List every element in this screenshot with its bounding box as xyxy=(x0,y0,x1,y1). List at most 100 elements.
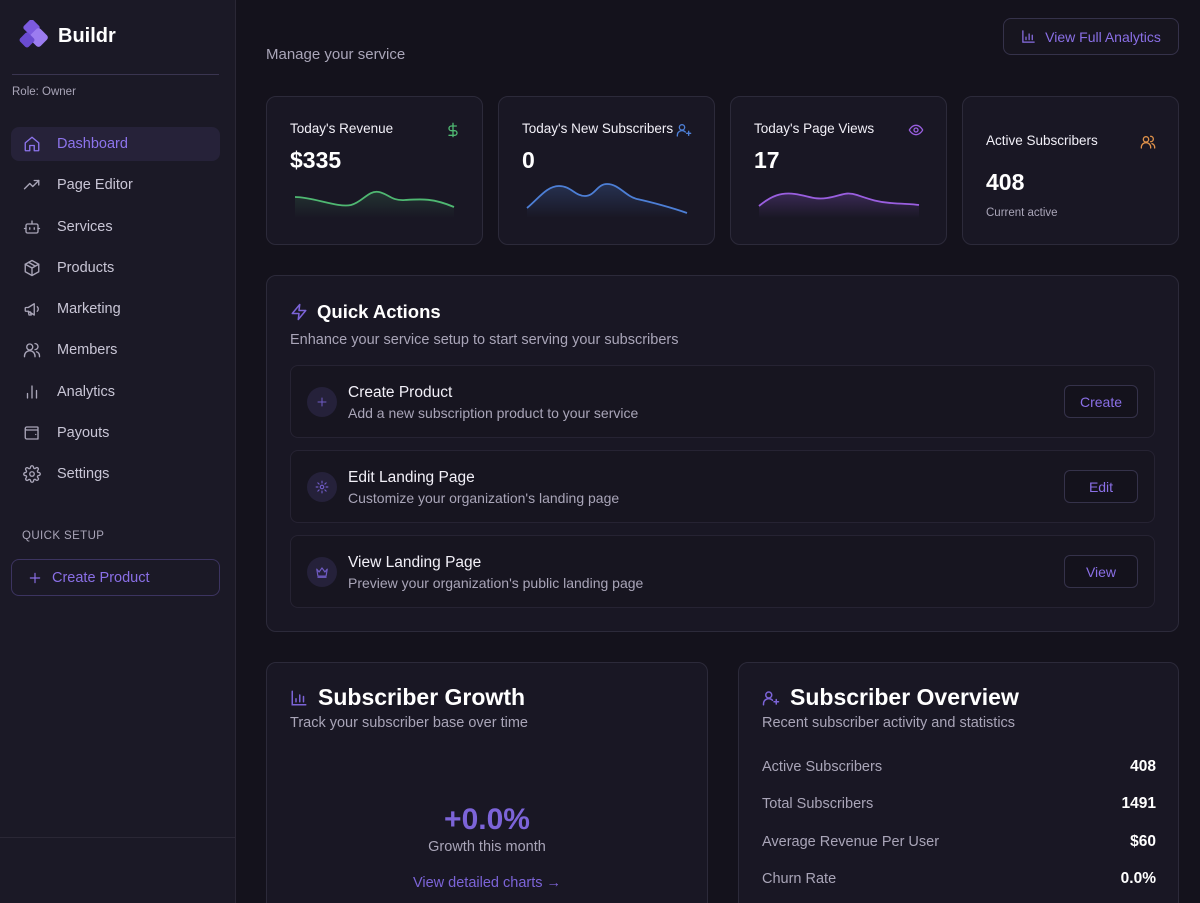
bot-icon xyxy=(23,219,41,234)
page-subtitle: Manage your service xyxy=(266,46,406,63)
bar-chart-icon xyxy=(1022,30,1035,43)
sidebar: Buildr Role: Owner Dashboard Page Editor… xyxy=(0,0,236,903)
stat-value: 0 xyxy=(522,147,535,173)
action-description: Add a new subscription product to your s… xyxy=(348,405,639,421)
sidebar-item-label: Marketing xyxy=(57,301,121,318)
stat-card-revenue: Today's Revenue $335 xyxy=(266,96,483,245)
create-button[interactable]: Create xyxy=(1064,385,1138,418)
subscriber-growth-panel: Subscriber Growth Track your subscriber … xyxy=(266,662,708,903)
sidebar-item-label: Analytics xyxy=(57,383,116,400)
view-full-analytics-button[interactable]: View Full Analytics xyxy=(1003,18,1179,55)
sidebar-item-label: Products xyxy=(57,259,115,276)
sidebar-item-marketing[interactable]: Marketing xyxy=(11,292,220,326)
sidebar-item-products[interactable]: Products xyxy=(11,251,220,285)
sidebar-item-label: Dashboard xyxy=(57,136,128,152)
view-button[interactable]: View xyxy=(1064,555,1138,588)
sidebar-item-label: Payouts xyxy=(57,425,110,442)
sidebar-item-page-editor[interactable]: Page Editor xyxy=(11,168,220,202)
buildr-logo-icon xyxy=(19,20,48,48)
overview-value: 0.0% xyxy=(1120,870,1156,887)
stat-card-new-subscribers: Today's New Subscribers 0 xyxy=(498,96,715,245)
megaphone-icon xyxy=(24,303,39,316)
sidebar-item-label: Settings xyxy=(57,466,110,483)
subscriber-growth-description: Track your subscriber base over time xyxy=(290,715,528,731)
sidebar-item-label: Members xyxy=(57,342,118,359)
growth-value: +0.0% xyxy=(444,803,530,836)
sidebar-item-payouts[interactable]: Payouts xyxy=(11,416,220,450)
users-icon xyxy=(23,343,41,358)
quick-actions-title: Quick Actions xyxy=(317,301,441,322)
stat-title: Today's Revenue xyxy=(290,121,394,136)
overview-label: Active Subscribers xyxy=(762,759,883,775)
sidebar-item-members[interactable]: Members xyxy=(11,333,220,367)
action-create-product: Create Product Add a new subscription pr… xyxy=(290,365,1155,438)
bar-chart-icon xyxy=(26,385,38,399)
new-subscribers-sparkline xyxy=(526,183,688,218)
action-title: View Landing Page xyxy=(348,554,482,571)
stat-title: Active Subscribers xyxy=(986,133,1098,148)
subscriber-overview-panel: Subscriber Overview Recent subscriber ac… xyxy=(738,662,1179,903)
user-plus-icon xyxy=(762,690,780,705)
action-description: Customize your organization's landing pa… xyxy=(348,490,620,506)
stat-title: Today's Page Views xyxy=(754,121,875,136)
action-description: Preview your organization's public landi… xyxy=(348,575,644,591)
users-icon xyxy=(1140,135,1156,149)
stat-title: Today's New Subscribers xyxy=(522,121,674,136)
quick-actions-panel: Quick Actions Enhance your service setup… xyxy=(266,275,1179,632)
sidebar-item-dashboard[interactable]: Dashboard xyxy=(11,127,220,161)
overview-label: Average Revenue Per User xyxy=(762,834,940,850)
quick-actions-description: Enhance your service setup to start serv… xyxy=(290,332,679,348)
view-full-analytics-label: View Full Analytics xyxy=(1045,28,1161,45)
overview-value: 408 xyxy=(1130,758,1156,775)
overview-row: Average Revenue Per User $60 xyxy=(762,832,1156,852)
subscriber-overview-description: Recent subscriber activity and statistic… xyxy=(762,715,1016,731)
dollar-icon xyxy=(448,122,458,138)
sidebar-nav: Dashboard Page Editor Services Products … xyxy=(11,127,220,499)
overview-label: Churn Rate xyxy=(762,871,837,887)
role-label: Role: Owner xyxy=(12,86,76,98)
view-detailed-charts-link[interactable]: View detailed charts → xyxy=(412,875,562,891)
stat-card-active-subscribers: Active Subscribers 408 Current active xyxy=(962,96,1179,245)
overview-value: $60 xyxy=(1130,833,1156,850)
package-icon xyxy=(24,259,40,277)
action-icon xyxy=(307,472,337,502)
action-edit-landing-page: Edit Landing Page Customize your organiz… xyxy=(290,450,1155,523)
plus-icon xyxy=(29,572,41,583)
stat-subtext: Current active xyxy=(986,207,1058,219)
action-icon xyxy=(307,557,337,587)
crown-icon xyxy=(316,567,328,578)
quick-setup-create-product-button[interactable]: Create Product xyxy=(11,559,220,596)
sidebar-item-settings[interactable]: Settings xyxy=(11,457,220,491)
overview-row: Active Subscribers 408 xyxy=(762,757,1156,777)
subscriber-growth-header: Subscriber Growth xyxy=(290,684,525,711)
brand-name: Buildr xyxy=(58,24,116,47)
gear-icon xyxy=(315,480,329,494)
sidebar-item-analytics[interactable]: Analytics xyxy=(11,375,220,409)
stat-value: 408 xyxy=(986,169,1025,195)
overview-row: Churn Rate 0.0% xyxy=(762,869,1156,889)
action-title: Edit Landing Page xyxy=(348,469,475,486)
sidebar-item-label: Page Editor xyxy=(57,177,133,194)
revenue-sparkline xyxy=(294,190,455,218)
eye-icon xyxy=(908,124,924,136)
quick-setup-button-label: Create Product xyxy=(52,569,150,586)
edit-button[interactable]: Edit xyxy=(1064,470,1138,503)
lightning-icon xyxy=(291,303,307,321)
gear-icon xyxy=(23,465,41,484)
plus-icon xyxy=(317,397,327,407)
subscriber-growth-title: Subscriber Growth xyxy=(318,684,526,710)
brand[interactable]: Buildr xyxy=(18,20,116,52)
action-title: Create Product xyxy=(348,384,453,401)
home-icon xyxy=(24,136,40,152)
sidebar-item-label: Services xyxy=(57,218,113,235)
bar-chart-icon xyxy=(291,690,307,705)
trending-up-icon xyxy=(23,180,40,190)
divider xyxy=(12,74,219,75)
stat-value: 17 xyxy=(754,147,780,173)
subscriber-overview-title: Subscriber Overview xyxy=(790,684,1019,710)
wallet-icon xyxy=(24,426,39,440)
quick-setup-label: QUICK SETUP xyxy=(22,530,105,542)
sidebar-item-services[interactable]: Services xyxy=(11,210,220,244)
user-plus-icon xyxy=(676,124,692,137)
stat-card-page-views: Today's Page Views 17 xyxy=(730,96,947,245)
